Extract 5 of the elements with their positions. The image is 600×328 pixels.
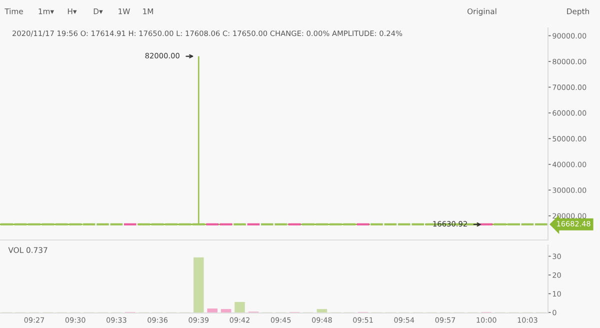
- bar: [220, 309, 232, 312]
- bar: [234, 302, 245, 312]
- bar: [316, 309, 328, 312]
- bar: [194, 257, 204, 312]
- bar: [207, 308, 218, 312]
